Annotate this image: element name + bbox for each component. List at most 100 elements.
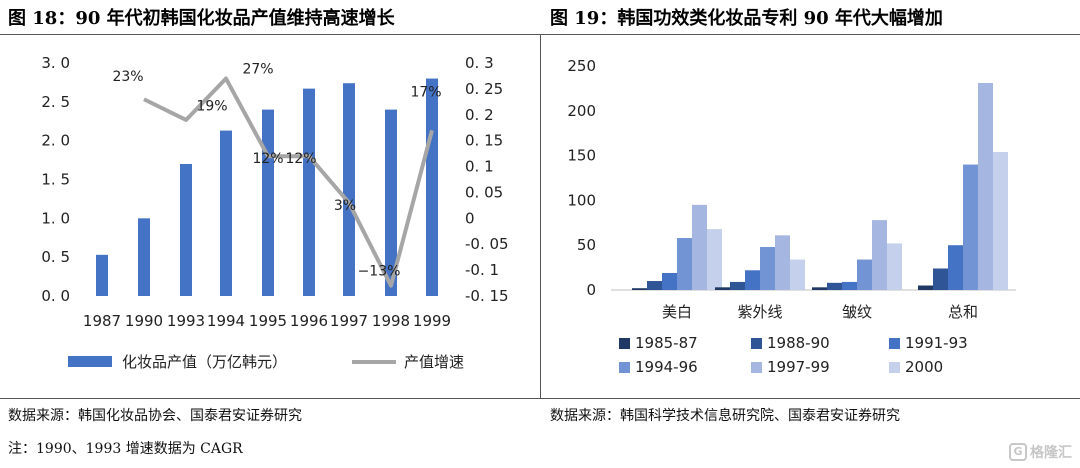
- left-y-tick-label: 2. 0: [41, 132, 70, 150]
- right-y-tick-label: 0. 15: [465, 132, 503, 150]
- left-note: 注：1990、1993 增速数据为 CAGR: [8, 441, 243, 457]
- growth-data-label: 23%: [112, 69, 143, 85]
- left-y-tick-label: 0. 0: [41, 287, 70, 305]
- legend-swatch: [619, 338, 630, 349]
- legend-bar-label: 化妆品产值（万亿韩元）: [122, 353, 287, 371]
- bar-1985-87-紫外线: [715, 287, 730, 290]
- watermark-logo: G 格隆汇: [1009, 442, 1072, 462]
- right-source: 数据来源：韩国科学技术信息研究院、国泰君安证券研究: [550, 408, 900, 424]
- left-chart-title: 图 18：90 年代初韩国化妆品产值维持高速增长: [8, 8, 395, 29]
- bar-1988-90-皱纹: [827, 282, 842, 290]
- right-y-tick-label: 0. 3: [465, 54, 494, 72]
- bar-1998: [385, 109, 397, 296]
- bar-2000-总和: [993, 152, 1008, 290]
- y-tick-label: 50: [577, 236, 596, 254]
- growth-data-label: 3%: [334, 198, 356, 214]
- x-tick-label: 1987: [83, 312, 121, 330]
- left-chart: 0. 0 0. 5 1. 0 1. 5 2. 0 2. 5 3. 0 -0. 15 -0. 1 -…: [41, 54, 509, 371]
- bottom-divider: [0, 398, 1080, 399]
- watermark-text: 格隆汇: [1030, 445, 1072, 461]
- bar-1995: [262, 109, 274, 296]
- bar-1993: [180, 163, 192, 296]
- legend-label: 1994-96: [635, 358, 698, 376]
- bar-1988-90-美白: [647, 281, 662, 290]
- bar-2000-紫外线: [790, 259, 805, 290]
- x-category-label: 紫外线: [737, 303, 782, 321]
- legend-swatch: [889, 362, 900, 373]
- bar-1997-99-紫外线: [775, 235, 790, 290]
- left-y-tick-label: 1. 5: [41, 171, 70, 189]
- bar-1997: [343, 83, 355, 296]
- bar-1994-96-皱纹: [857, 259, 872, 290]
- left-y-tick-label: 0. 5: [41, 248, 70, 266]
- x-tick-label: 1990: [125, 312, 163, 330]
- legend-swatch: [619, 362, 630, 373]
- bar-1991-93-总和: [948, 245, 963, 290]
- bar-1987: [96, 254, 108, 296]
- right-y-tick-label: -0. 1: [465, 261, 499, 279]
- right-y-tick-label: 0. 1: [465, 158, 494, 176]
- x-tick-label: 1998: [372, 312, 410, 330]
- y-tick-label: 150: [567, 147, 596, 165]
- bar-2000-美白: [707, 229, 722, 290]
- x-tick-label: 1993: [167, 312, 205, 330]
- legend-line-label: 产值增速: [404, 353, 464, 371]
- legend-label: 2000: [905, 358, 943, 376]
- x-tick-label: 1995: [249, 312, 287, 330]
- bar-1985-87-美白: [632, 288, 647, 290]
- legend-label: 1988-90: [767, 334, 830, 352]
- right-chart: 0 50 100 150 200 250 美白 紫外线 皱纹 总和 1985-87 1988-90 19…: [567, 57, 1016, 376]
- center-divider: [540, 34, 541, 398]
- x-tick-label: 1999: [413, 312, 451, 330]
- bar-2000-皱纹: [887, 243, 902, 290]
- bar-1988-90-紫外线: [730, 281, 745, 290]
- right-y-tick-label: 0. 25: [465, 80, 503, 98]
- legend-label: 1991-93: [905, 334, 968, 352]
- legend-swatch: [751, 362, 762, 373]
- y-tick-label: 0: [586, 281, 596, 299]
- growth-line: [143, 76, 434, 288]
- bar-1988-90-总和: [933, 268, 948, 290]
- legend-swatch: [889, 338, 900, 349]
- right-y-tick-label: 0. 2: [465, 106, 494, 124]
- growth-data-label: 27%: [242, 62, 273, 78]
- bar-1997-99-总和: [978, 83, 993, 290]
- x-category-label: 美白: [662, 303, 692, 321]
- y-tick-label: 250: [567, 57, 596, 75]
- y-tick-label: 200: [567, 102, 596, 120]
- legend-bar-swatch: [68, 356, 112, 367]
- x-tick-label: 1997: [330, 312, 368, 330]
- right-y-tick-label: -0. 05: [465, 235, 509, 253]
- left-y-tick-label: 1. 0: [41, 209, 70, 227]
- bar-1994: [220, 130, 232, 296]
- bar-1994-96-总和: [963, 164, 978, 290]
- bar-1996: [303, 88, 315, 296]
- growth-data-label: −13%: [358, 264, 401, 280]
- y-tick-label: 100: [567, 191, 596, 209]
- legend-swatch: [751, 338, 762, 349]
- legend-label: 1997-99: [767, 358, 830, 376]
- growth-data-label: 12%: [252, 151, 283, 167]
- bar-1991-93-皱纹: [842, 281, 857, 290]
- left-y-tick-label: 3. 0: [41, 54, 70, 72]
- growth-data-label: 19%: [196, 99, 227, 115]
- bar-1985-87-总和: [918, 285, 933, 290]
- bar-1999: [426, 78, 438, 297]
- legend-label: 1985-87: [635, 334, 698, 352]
- bar-1991-93-美白: [662, 272, 677, 290]
- bar-1994-96-美白: [677, 238, 692, 290]
- bar-1985-87-皱纹: [812, 287, 827, 290]
- right-chart-title: 图 19：韩国功效类化妆品专利 90 年代大幅增加: [550, 8, 943, 29]
- left-y-tick-label: 2. 5: [41, 93, 70, 111]
- growth-data-label: 17%: [410, 84, 441, 100]
- bar-1990: [138, 218, 150, 296]
- bar-1997-99-美白: [692, 204, 707, 290]
- x-category-label: 总和: [948, 303, 978, 321]
- x-tick-label: 1996: [290, 312, 328, 330]
- right-y-tick-label: 0: [465, 209, 475, 227]
- bar-1991-93-紫外线: [745, 270, 760, 290]
- growth-data-label: 12%: [285, 151, 316, 167]
- right-y-tick-label: 0. 05: [465, 183, 503, 201]
- right-y-tick-label: -0. 15: [465, 287, 509, 305]
- left-source: 数据来源：韩国化妆品协会、国泰君安证券研究: [8, 408, 302, 424]
